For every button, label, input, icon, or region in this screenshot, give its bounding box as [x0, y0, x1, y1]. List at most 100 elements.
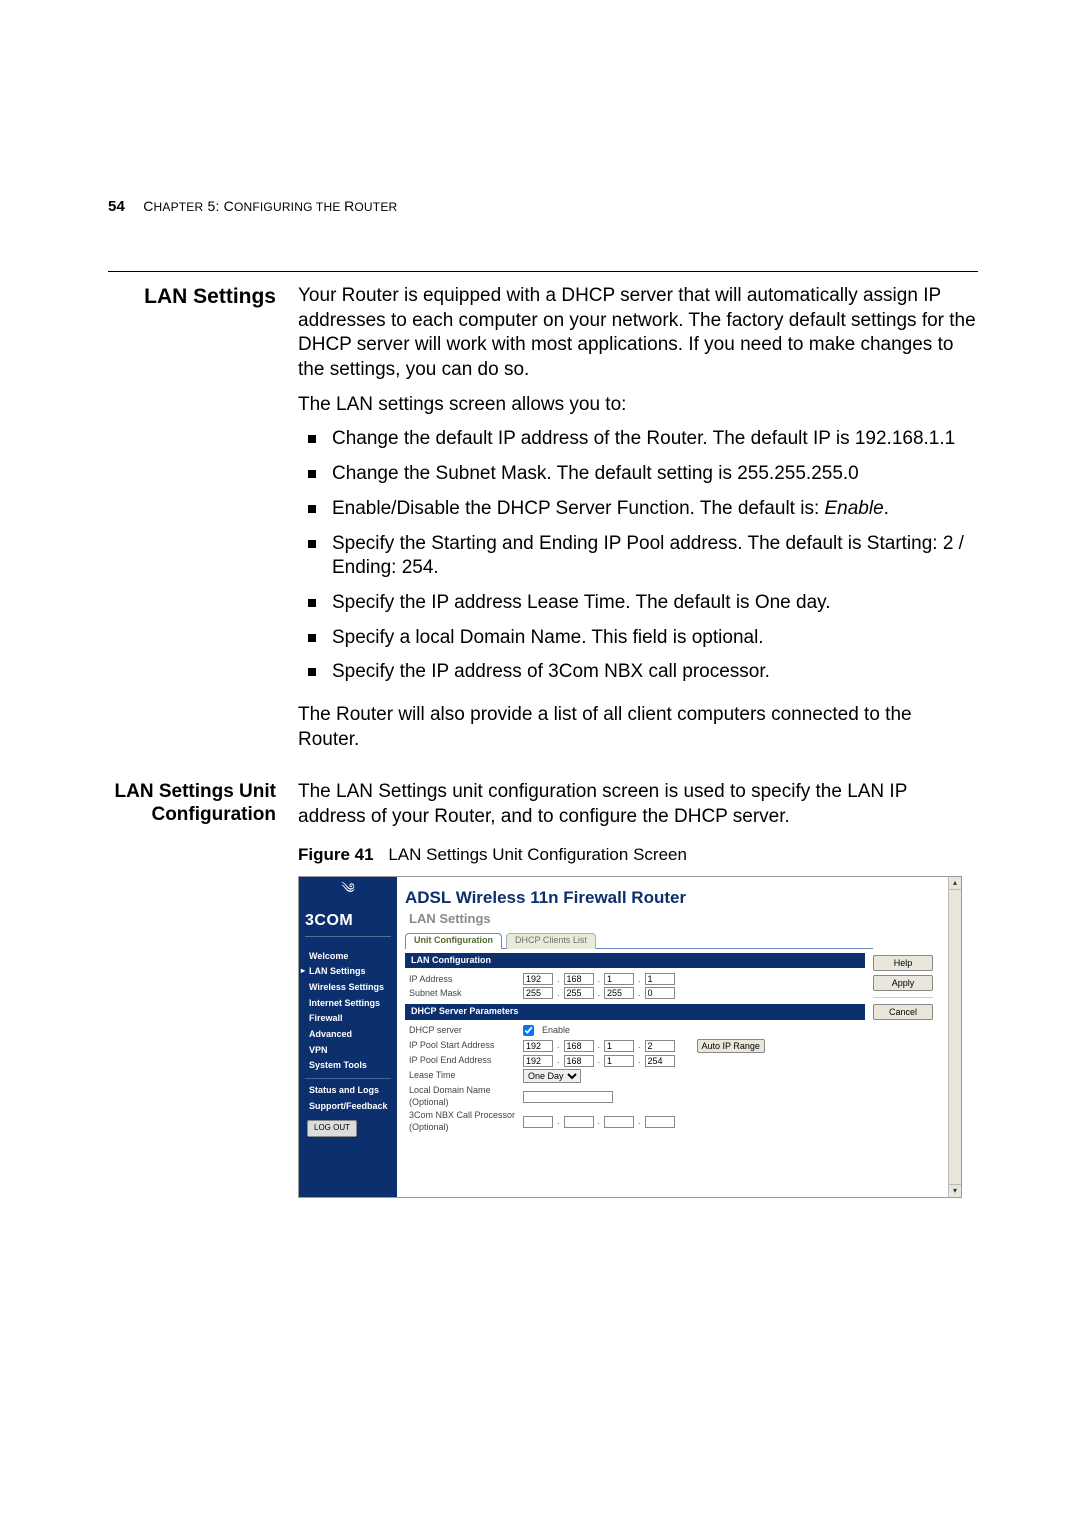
para-unit: The LAN Settings unit configuration scre… [298, 780, 978, 829]
scrollbar[interactable]: ▴ ▾ [948, 877, 961, 1197]
mask-octet-3[interactable] [604, 987, 634, 999]
section-header-dhcp: DHCP Server Parameters [405, 1004, 865, 1020]
list-item: Specify the IP address Lease Time. The d… [332, 591, 978, 616]
nbx-2[interactable] [564, 1116, 594, 1128]
para-lead: The LAN settings screen allows you to: [298, 393, 978, 418]
row-dhcp-enable: DHCP server Enable [405, 1024, 865, 1038]
row-pool-end: IP Pool End Address . . . [405, 1054, 865, 1068]
pool-end-1[interactable] [523, 1055, 553, 1067]
list-item: Specify the IP address of 3Com NBX call … [332, 660, 978, 685]
tab-unit-configuration[interactable]: Unit Configuration [405, 933, 502, 949]
auto-ip-range-button[interactable]: Auto IP Range [697, 1039, 765, 1053]
ip-octet-2[interactable] [564, 973, 594, 985]
row-subnet-mask: Subnet Mask . . . [405, 986, 865, 1000]
figure-caption: Figure 41 LAN Settings Unit Configuratio… [298, 844, 978, 866]
tab-dhcp-clients-list[interactable]: DHCP Clients List [506, 933, 596, 949]
pool-start-2[interactable] [564, 1040, 594, 1052]
main-panel: Help Apply Cancel ADSL Wireless 11n Fire… [397, 877, 947, 1197]
document-page: 54 CHAPTER 5: CONFIGURING THE ROUTER LAN… [0, 0, 1080, 1527]
nav-item-support[interactable]: Support/Feedback [299, 1099, 397, 1115]
para-intro: Your Router is equipped with a DHCP serv… [298, 284, 978, 383]
nav-item-status-logs[interactable]: Status and Logs [299, 1083, 397, 1099]
nav-item-internet[interactable]: Internet Settings [299, 996, 397, 1012]
label-domain: Local Domain Name (Optional) [409, 1085, 519, 1108]
ip-octet-1[interactable] [523, 973, 553, 985]
label-pool-end: IP Pool End Address [409, 1055, 519, 1067]
label-pool-start: IP Pool Start Address [409, 1040, 519, 1052]
nbx-1[interactable] [523, 1116, 553, 1128]
page-title: ADSL Wireless 11n Firewall Router [397, 877, 873, 909]
button-divider [873, 997, 933, 998]
scroll-down-icon[interactable]: ▾ [949, 1184, 961, 1197]
label-enable: Enable [542, 1025, 570, 1037]
page-subtitle: LAN Settings [397, 909, 873, 928]
mask-octet-2[interactable] [564, 987, 594, 999]
side-heading-lan: LAN Settings [108, 284, 276, 310]
label-nbx: 3Com NBX Call Processor (Optional) [409, 1110, 519, 1133]
nbx-4[interactable] [645, 1116, 675, 1128]
help-button[interactable]: Help [873, 955, 933, 971]
label-dhcp: DHCP server [409, 1025, 519, 1037]
list-item: Change the Subnet Mask. The default sett… [332, 462, 978, 487]
cancel-button[interactable]: Cancel [873, 1004, 933, 1020]
nav-list: Welcome LAN Settings Wireless Settings I… [299, 943, 397, 1115]
lease-select[interactable]: One Day [523, 1069, 581, 1083]
label-lease: Lease Time [409, 1070, 519, 1082]
nav-item-advanced[interactable]: Advanced [299, 1027, 397, 1043]
list-item: Enable/Disable the DHCP Server Function.… [332, 497, 978, 522]
mask-octet-1[interactable] [523, 987, 553, 999]
nbx-3[interactable] [604, 1116, 634, 1128]
nav-item-firewall[interactable]: Firewall [299, 1011, 397, 1027]
side-heading-unit: LAN Settings Unit Configuration [108, 780, 276, 826]
nav-item-lan-settings[interactable]: LAN Settings [299, 964, 397, 980]
para-outro: The Router will also provide a list of a… [298, 703, 978, 752]
section-dhcp: DHCP Server Parameters DHCP server Enabl… [405, 1004, 865, 1134]
row-domain: Local Domain Name (Optional) [405, 1084, 865, 1109]
list-item: Specify the Starting and Ending IP Pool … [332, 532, 978, 581]
label-mask: Subnet Mask [409, 988, 519, 1000]
row-lease: Lease Time One Day [405, 1068, 865, 1084]
dhcp-enable-checkbox[interactable] [523, 1025, 534, 1036]
body-unit: The LAN Settings unit configuration scre… [298, 780, 978, 1197]
chapter-label: CHAPTER 5: CONFIGURING THE ROUTER [143, 198, 397, 214]
apply-button[interactable]: Apply [873, 975, 933, 991]
list-item: Specify a local Domain Name. This field … [332, 626, 978, 651]
body-lan: Your Router is equipped with a DHCP serv… [298, 284, 978, 762]
nav-divider [305, 1078, 391, 1079]
ip-octet-3[interactable] [604, 973, 634, 985]
pool-start-1[interactable] [523, 1040, 553, 1052]
pool-start-3[interactable] [604, 1040, 634, 1052]
pool-end-3[interactable] [604, 1055, 634, 1067]
screenshot-router-ui: ▴ ▾ ༄ 3COM Welcome LAN Settings Wireless… [298, 876, 962, 1198]
tab-bar: Unit Configuration DHCP Clients List [405, 932, 873, 949]
section-unit-config: LAN Settings Unit Configuration The LAN … [108, 780, 978, 1197]
domain-input[interactable] [523, 1091, 613, 1103]
section-lan-settings: LAN Settings Your Router is equipped wit… [108, 284, 978, 762]
section-header-lan: LAN Configuration [405, 953, 865, 969]
row-nbx: 3Com NBX Call Processor (Optional) . . . [405, 1109, 865, 1134]
page-number: 54 [108, 198, 125, 215]
divider [108, 271, 978, 272]
nav-item-wireless[interactable]: Wireless Settings [299, 980, 397, 996]
bullet-list: Change the default IP address of the Rou… [298, 427, 978, 685]
row-ip-address: IP Address . . . [405, 972, 865, 986]
nav-item-vpn[interactable]: VPN [299, 1043, 397, 1059]
brand-text: 3COM [299, 911, 397, 943]
nav-item-welcome[interactable]: Welcome [299, 949, 397, 965]
action-buttons: Help Apply Cancel [873, 955, 933, 1020]
logo-icon: ༄ [299, 877, 397, 911]
section-lan-config: LAN Configuration IP Address . . . Subne… [405, 953, 865, 1001]
label-ip: IP Address [409, 974, 519, 986]
ip-octet-4[interactable] [645, 973, 675, 985]
logout-button[interactable]: LOG OUT [307, 1120, 357, 1136]
content-area: ADSL Wireless 11n Firewall Router LAN Se… [397, 877, 873, 1197]
scroll-up-icon[interactable]: ▴ [949, 877, 961, 890]
pool-end-2[interactable] [564, 1055, 594, 1067]
nav-item-system-tools[interactable]: System Tools [299, 1058, 397, 1074]
sidebar: ༄ 3COM Welcome LAN Settings Wireless Set… [299, 877, 397, 1197]
pool-start-4[interactable] [645, 1040, 675, 1052]
page-header: 54 CHAPTER 5: CONFIGURING THE ROUTER [108, 198, 978, 215]
mask-octet-4[interactable] [645, 987, 675, 999]
pool-end-4[interactable] [645, 1055, 675, 1067]
list-item: Change the default IP address of the Rou… [332, 427, 978, 452]
